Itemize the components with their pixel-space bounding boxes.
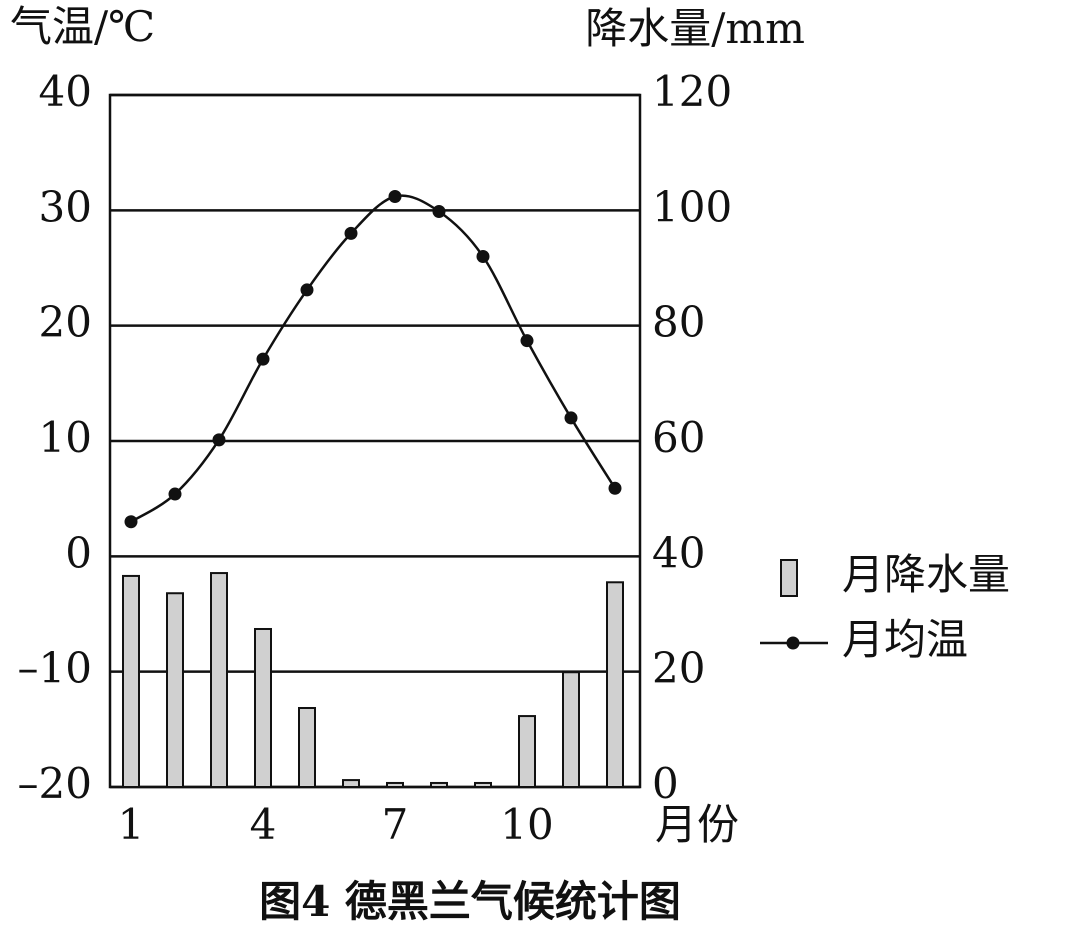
x-tick-label: 1 <box>118 800 145 849</box>
chart-title: 图4 德黑兰气候统计图 <box>259 877 681 926</box>
y2-tick-label: 100 <box>652 182 732 231</box>
bar <box>254 627 272 789</box>
temperature-line <box>130 194 617 523</box>
temperature-dot <box>388 189 402 203</box>
legend-swatch <box>780 559 798 597</box>
y-tick-label: 0 <box>65 528 92 577</box>
bar <box>386 781 404 788</box>
plot-frame <box>108 93 642 789</box>
temperature-dot <box>124 515 138 529</box>
temperature-dot <box>432 204 446 218</box>
y-tick-label: 10 <box>39 413 92 462</box>
y-tick-label: 30 <box>39 182 92 231</box>
x-tick-label: 7 <box>382 800 409 849</box>
x-tick-label: 4 <box>250 800 277 849</box>
temperature-dot <box>520 334 534 348</box>
y2-axis-label: 降水量/mm <box>585 4 805 53</box>
y2-tick-label: 80 <box>652 298 705 347</box>
temperature-dot <box>344 226 358 240</box>
temperature-dot <box>608 481 622 495</box>
y-axis-label: 气温/℃ <box>10 2 155 51</box>
y-tick-label: –10 <box>18 644 92 693</box>
bar <box>166 592 184 788</box>
y2-tick-label: 40 <box>652 528 705 577</box>
temperature-dot <box>300 283 314 297</box>
bar <box>474 781 492 788</box>
y2-tick-label: 120 <box>652 67 732 116</box>
temperature-dot <box>168 487 182 501</box>
bar <box>210 572 228 788</box>
temperature-dot <box>564 411 578 425</box>
legend-label: 月均温 <box>842 615 968 664</box>
y2-tick-label: 0 <box>652 759 679 808</box>
temperature-dot <box>212 433 226 447</box>
bar <box>342 779 360 789</box>
temperature-dot <box>256 352 270 366</box>
legend-dot <box>786 636 800 650</box>
x-tick-label: 10 <box>500 800 553 849</box>
legend-label: 月降水量 <box>842 550 1010 599</box>
bar <box>430 781 448 788</box>
y-tick-label: 20 <box>39 298 92 347</box>
x-axis-label: 月份 <box>655 800 739 849</box>
y2-tick-label: 60 <box>652 413 705 462</box>
y-tick-label: 40 <box>39 67 92 116</box>
temperature-dot <box>476 249 490 263</box>
bar <box>518 715 536 789</box>
bar <box>298 706 316 788</box>
bar <box>562 671 580 789</box>
y2-tick-label: 20 <box>652 644 705 693</box>
bar <box>606 581 624 788</box>
y-tick-label: –20 <box>18 759 92 808</box>
bar <box>122 574 140 788</box>
